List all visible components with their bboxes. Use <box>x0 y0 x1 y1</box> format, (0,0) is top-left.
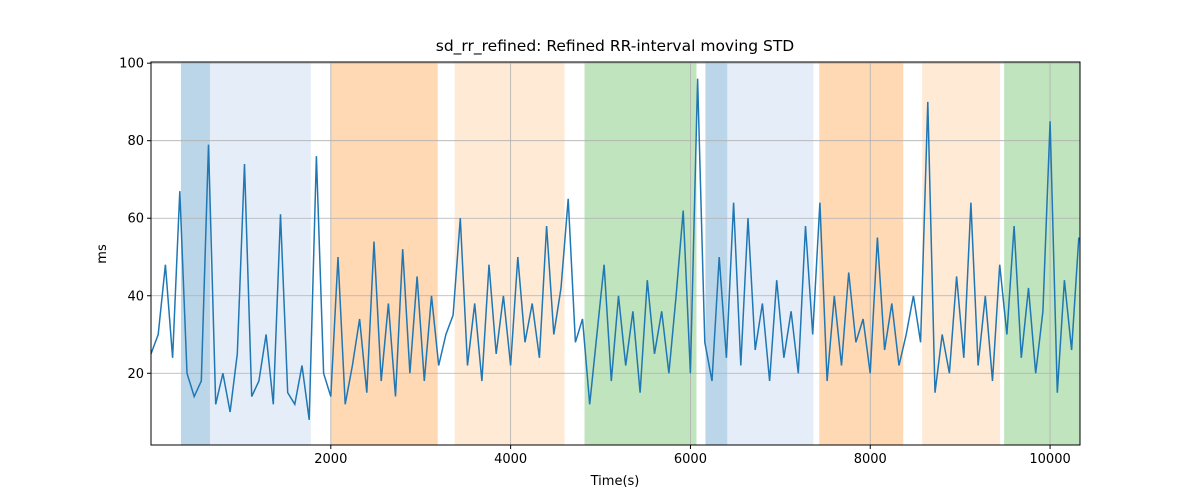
ticks: 2000 4000 6000 8000 10000 20 40 60 80 100 <box>119 57 1071 467</box>
y-tick-label: 40 <box>127 289 144 304</box>
x-axis-label: Time(s) <box>590 474 640 489</box>
span <box>705 62 728 445</box>
y-tick-label: 20 <box>127 367 144 382</box>
span <box>727 62 814 445</box>
span <box>1004 62 1080 445</box>
span <box>922 62 1001 445</box>
y-axis-label: ms <box>95 244 110 264</box>
series-line <box>150 78 1080 420</box>
grid <box>151 62 1080 445</box>
span <box>209 62 311 445</box>
x-tick-label: 6000 <box>674 452 707 467</box>
x-tick-label: 4000 <box>494 452 527 467</box>
plot <box>150 78 1080 420</box>
spans <box>180 62 1080 445</box>
y-tick-label: 60 <box>127 212 144 227</box>
x-tick-label: 2000 <box>314 452 347 467</box>
x-tick-label: 10000 <box>1029 452 1070 467</box>
y-tick-label: 80 <box>127 134 144 149</box>
plot-frame <box>150 61 1081 446</box>
chart-title: sd_rr_refined: Refined RR-interval movin… <box>436 37 795 56</box>
y-tick-label: 100 <box>119 57 144 72</box>
span <box>819 62 904 445</box>
x-tick-label: 8000 <box>854 452 887 467</box>
span <box>454 62 565 445</box>
span <box>330 62 438 445</box>
